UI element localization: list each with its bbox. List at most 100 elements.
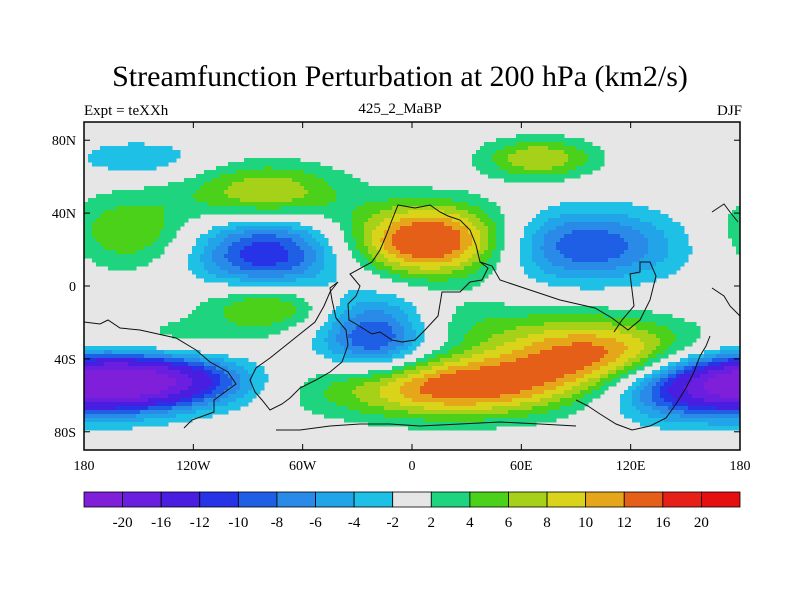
field-cell <box>204 170 209 175</box>
field-cell <box>160 326 165 331</box>
field-cell <box>448 254 453 259</box>
field-cell <box>304 254 309 259</box>
field-cell <box>676 258 681 263</box>
field-cell <box>96 158 101 163</box>
field-cell <box>340 226 345 231</box>
field-cell <box>736 206 740 211</box>
field-cell <box>348 182 353 187</box>
field-cell <box>252 326 257 331</box>
field-cell <box>420 238 425 243</box>
field-cell <box>592 258 597 263</box>
field-cell <box>472 278 477 283</box>
field-cell <box>284 174 289 179</box>
field-cell <box>272 170 277 175</box>
field-cell <box>584 270 589 275</box>
field-cell <box>380 246 385 251</box>
field-cell <box>416 198 421 203</box>
field-cell <box>284 326 289 331</box>
field-cell <box>296 158 301 163</box>
field-cell <box>592 166 597 171</box>
field-cell <box>368 222 373 227</box>
field-cell <box>296 186 301 191</box>
field-cell <box>536 334 541 339</box>
field-cell <box>484 202 489 207</box>
field-cell <box>564 158 569 163</box>
field-cell <box>124 234 129 239</box>
field-cell <box>596 346 601 351</box>
field-cell <box>608 346 613 351</box>
field-cell <box>332 194 337 199</box>
field-cell <box>260 234 265 239</box>
field-cell <box>608 218 613 223</box>
field-cell <box>464 306 469 311</box>
field-cell <box>552 242 557 247</box>
field-cell <box>268 278 273 283</box>
field-cell <box>168 226 173 231</box>
field-cell <box>232 250 237 255</box>
field-cell <box>124 242 129 247</box>
field-cell <box>368 302 373 307</box>
field-cell <box>316 266 321 271</box>
field-cell <box>516 314 521 319</box>
field-cell <box>652 342 657 347</box>
field-cell <box>96 350 101 355</box>
field-cell <box>488 166 493 171</box>
field-cell <box>256 182 261 187</box>
field-cell <box>580 246 585 251</box>
field-cell <box>648 310 653 315</box>
field-cell <box>484 214 489 219</box>
field-cell <box>288 274 293 279</box>
field-cell <box>636 250 641 255</box>
field-cell <box>540 266 545 271</box>
field-cell <box>208 170 213 175</box>
field-cell <box>472 250 477 255</box>
field-cell <box>296 254 301 259</box>
field-cell <box>420 210 425 215</box>
field-cell <box>320 270 325 275</box>
field-cell <box>628 218 633 223</box>
field-cell <box>252 262 257 267</box>
field-cell <box>568 226 573 231</box>
field-cell <box>284 170 289 175</box>
field-cell <box>536 306 541 311</box>
field-cell <box>164 186 169 191</box>
field-cell <box>160 206 165 211</box>
field-cell <box>364 194 369 199</box>
field-cell <box>608 250 613 255</box>
field-cell <box>312 250 317 255</box>
field-cell <box>540 250 545 255</box>
field-cell <box>548 274 553 279</box>
field-cell <box>352 194 357 199</box>
field-cell <box>612 206 617 211</box>
field-cell <box>568 254 573 259</box>
field-cell <box>296 202 301 207</box>
field-cell <box>472 242 477 247</box>
field-cell <box>364 206 369 211</box>
field-cell <box>256 274 261 279</box>
field-cell <box>140 166 145 171</box>
field-cell <box>620 258 625 263</box>
field-cell <box>220 266 225 271</box>
field-cell <box>236 186 241 191</box>
field-cell <box>656 334 661 339</box>
field-cell <box>624 242 629 247</box>
field-cell <box>540 210 545 215</box>
field-cell <box>96 150 101 155</box>
field-cell <box>408 310 413 315</box>
field-cell <box>436 234 441 239</box>
field-cell <box>536 150 541 155</box>
field-cell <box>668 242 673 247</box>
field-cell <box>368 246 373 251</box>
field-cell <box>452 254 457 259</box>
field-cell <box>412 186 417 191</box>
field-cell <box>164 350 169 355</box>
field-cell <box>112 222 117 227</box>
field-cell <box>272 258 277 263</box>
field-cell <box>396 206 401 211</box>
field-cell <box>356 290 361 295</box>
field-cell <box>128 162 133 167</box>
field-cell <box>328 274 333 279</box>
field-cell <box>516 150 521 155</box>
field-cell <box>480 338 485 343</box>
field-cell <box>304 182 309 187</box>
